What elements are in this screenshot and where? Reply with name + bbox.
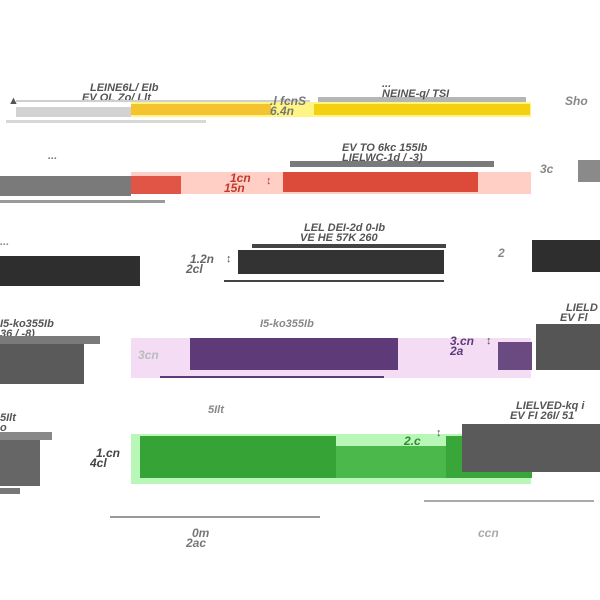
row-1-label-right-1: ... (382, 78, 392, 90)
row-5-left-foot (0, 488, 20, 494)
row-4-label-right-2: EV Fl (560, 312, 588, 324)
row-4-side-block (536, 324, 600, 370)
row-3-side-label: 2 (498, 246, 505, 260)
row-5-left-top-bar (0, 432, 52, 440)
row-2-bottom-strip (0, 200, 165, 203)
row-3-top-strip (252, 244, 446, 248)
row-5-main-bar (140, 436, 336, 478)
row-3-dim-label-2: 2cl (186, 262, 203, 276)
row-2-bar-left (131, 176, 181, 194)
row-3-arrow-icon: ↕ (226, 253, 232, 265)
row-1-arrow-icon: ▲ (8, 95, 19, 107)
row-2-dim-label-1: 1cn (230, 171, 251, 185)
row-3-dim-label-1: 1.2n (190, 252, 215, 266)
row-4-label-mid: I5-ko355Ib (260, 318, 314, 330)
footer-dimension-line-right (424, 500, 594, 502)
footer-dimension-line-left (110, 516, 320, 518)
row-1-side-label: Sho (565, 94, 588, 108)
row-4-main-bar (190, 338, 398, 370)
row-2-arrow-icon: ↕ (266, 175, 272, 187)
row-2-label-left-1: ... (48, 150, 58, 162)
row-5-arrow-icon: ↕ (436, 427, 442, 439)
row-1-label-right-2: NEINE-q/ TSI (382, 88, 450, 100)
row-1-label-left-1: LEINE6L/ EIb (90, 82, 159, 94)
row-5-dim-label-1: 1.cn (96, 446, 121, 460)
row-3-label-left-1: ... (0, 236, 10, 248)
row-4-bar-right (498, 342, 532, 370)
row-5-label-right-1: LIELVED-kq i (516, 400, 585, 412)
row-3-left-bar (0, 256, 140, 286)
row-2-dim-label-2: 15n (224, 181, 245, 195)
row-3-main-bar (238, 250, 444, 274)
row-4-arrow-icon: ↕ (486, 335, 492, 347)
row-5-label-right-2: EV FI 26I/ 51 (510, 410, 575, 422)
footer-side-label: ccn (478, 526, 499, 540)
row-1-bottom-strip (6, 120, 206, 123)
row-2-gray-bar (0, 176, 131, 196)
row-4-label-right-1: LIELD (566, 302, 598, 314)
row-1-bar-left (131, 104, 271, 115)
row-2-label-right-2: LIELWC-1d / -3) (342, 152, 423, 164)
row-4-left-top-bar (0, 336, 100, 344)
row-4-dim-label-2: 2a (450, 344, 464, 358)
row-3-label-right-2: VE HE 57K 260 (300, 232, 378, 244)
row-5-dim-label-2: 4cl (90, 456, 107, 470)
row-2-side-block (578, 160, 600, 182)
row-4-left-bar (0, 344, 84, 384)
row-5-left-bar (0, 440, 40, 486)
row-4-label-left-1: I5-ko355Ib (0, 318, 54, 330)
row-5-label-mid: 5Ilt (208, 404, 224, 416)
row-2-label-right-1: EV TO 6kc 155Ib (342, 142, 428, 154)
row-1-dimension-line (16, 100, 310, 102)
row-1-bar-right (314, 104, 530, 115)
footer-dim-label-2: 2ac (186, 536, 207, 550)
row-3-dimension-line (224, 280, 444, 282)
footer-dim-label-1: 0m (192, 526, 210, 540)
row-1-dim-label-2: 6.4n (270, 104, 295, 118)
row-1-gray-bar (16, 107, 131, 117)
row-5-label-left-1: 5Ilt (0, 412, 16, 424)
row-4-side-label: 3cn (138, 348, 159, 362)
row-2-bar-right (283, 172, 478, 192)
row-5-label-left-2: o (0, 422, 7, 434)
row-4-dim-label-1: 3.cn (450, 334, 475, 348)
row-5-side-block (462, 424, 600, 472)
row-1-top-strip (318, 97, 526, 102)
row-2-side-label: 3c (540, 162, 554, 176)
row-5-side-label: 2.c (404, 434, 421, 448)
row-5-mid-bar (336, 446, 446, 478)
row-3-label-right-1: LEL DEI-2d 0-Ib (304, 222, 386, 234)
row-2-top-strip (290, 161, 494, 167)
row-1-dim-label-1: .l fcnS (270, 94, 307, 108)
row-3-side-block (532, 240, 600, 272)
row-4-dimension-line (160, 376, 384, 378)
